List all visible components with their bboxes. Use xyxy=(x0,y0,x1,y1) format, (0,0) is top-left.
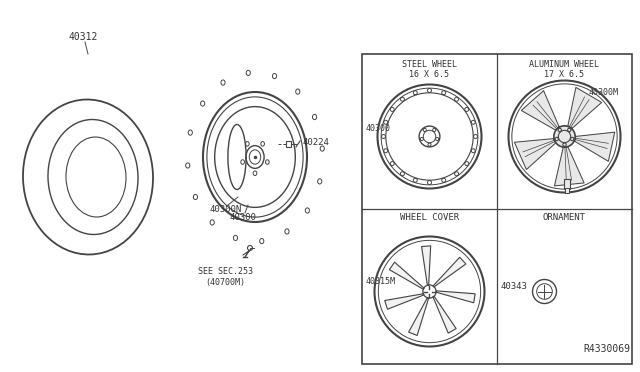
Text: 40312: 40312 xyxy=(68,32,97,42)
Bar xyxy=(362,54,632,364)
Polygon shape xyxy=(554,147,584,186)
Polygon shape xyxy=(575,132,614,161)
Polygon shape xyxy=(433,296,456,333)
Text: 40300M: 40300M xyxy=(589,88,618,97)
Text: ORNAMENT: ORNAMENT xyxy=(543,213,586,222)
Polygon shape xyxy=(409,298,429,336)
Text: ALUMINUM WHEEL
17 X 6.5: ALUMINUM WHEEL 17 X 6.5 xyxy=(529,60,600,79)
Text: WHEEL COVER: WHEEL COVER xyxy=(400,213,459,222)
Text: SEE SEC.253
(40700M): SEE SEC.253 (40700M) xyxy=(198,267,253,287)
Bar xyxy=(564,179,570,189)
Polygon shape xyxy=(568,87,602,128)
Polygon shape xyxy=(422,246,431,285)
Text: 40300N: 40300N xyxy=(210,205,243,214)
Text: 40300: 40300 xyxy=(366,124,391,133)
Polygon shape xyxy=(436,291,475,303)
Text: 40224: 40224 xyxy=(303,138,330,147)
Text: 40300: 40300 xyxy=(230,212,257,221)
Polygon shape xyxy=(515,139,556,170)
Polygon shape xyxy=(522,91,559,130)
Polygon shape xyxy=(385,294,424,309)
Text: R4330069: R4330069 xyxy=(583,344,630,354)
Text: 40315M: 40315M xyxy=(366,277,396,286)
Polygon shape xyxy=(389,262,424,289)
Circle shape xyxy=(554,126,575,147)
Polygon shape xyxy=(433,257,466,287)
Text: 40343: 40343 xyxy=(501,282,528,291)
Bar xyxy=(565,188,570,193)
Text: STEEL WHEEL
16 X 6.5: STEEL WHEEL 16 X 6.5 xyxy=(402,60,457,79)
